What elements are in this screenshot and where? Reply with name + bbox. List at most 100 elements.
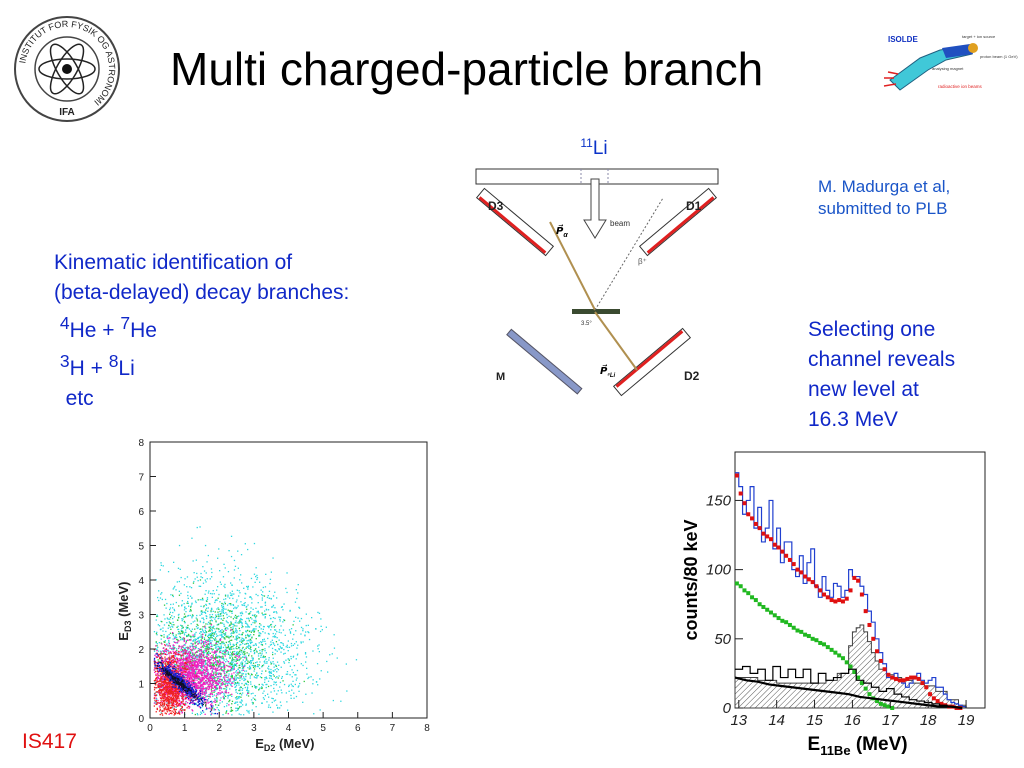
scatter-point — [215, 620, 217, 622]
scatter-point — [230, 668, 233, 670]
scatter-point — [206, 676, 208, 678]
scatter-point — [268, 626, 270, 629]
scatter-point — [180, 639, 182, 641]
scatter-point — [226, 621, 228, 623]
scatter-point — [235, 684, 238, 687]
scatter-point — [248, 636, 250, 638]
scatter-point — [267, 595, 269, 597]
scatter-point — [182, 702, 185, 704]
scatter-point — [229, 635, 231, 638]
scatter-point — [274, 591, 276, 593]
scatter-point — [182, 697, 184, 699]
scatter-point — [167, 635, 169, 637]
scatter-point — [177, 567, 180, 569]
scatter-point — [235, 670, 238, 672]
scatter-point — [280, 632, 282, 634]
scatter-point — [187, 602, 189, 604]
scatter-point — [241, 637, 243, 639]
scatter-point — [181, 645, 183, 647]
scatter-point — [207, 654, 209, 656]
scatter-point — [252, 614, 254, 616]
scatter-point — [191, 614, 194, 616]
scatter-point — [225, 641, 227, 644]
scatter-point — [222, 653, 224, 655]
scatter-point — [168, 659, 171, 662]
scatter-point — [180, 671, 182, 673]
scatter-point — [280, 647, 283, 650]
scatter-point — [231, 676, 233, 678]
scatter-point — [222, 641, 224, 643]
scatter-point — [273, 675, 275, 677]
scatter-point — [170, 660, 172, 662]
scatter-point — [257, 674, 259, 677]
scatter-point — [275, 681, 277, 683]
scatter-point — [262, 614, 264, 616]
scatter-point — [238, 659, 240, 661]
scatter-point — [224, 567, 226, 569]
scatter-point — [209, 634, 211, 636]
scatter-point — [212, 681, 214, 684]
scatter-point — [254, 695, 256, 697]
scatter-point — [181, 697, 183, 700]
scatter-point — [194, 680, 196, 682]
scatter-point — [195, 625, 198, 628]
scatter-point — [218, 548, 220, 550]
scatter-point — [238, 595, 240, 597]
scatter-point — [208, 662, 211, 664]
scatter-point — [188, 672, 191, 674]
scatter-point — [188, 686, 190, 688]
scatter-point — [239, 706, 241, 708]
scatter-point — [207, 648, 209, 651]
scatter-point — [185, 703, 187, 705]
scatter-point — [264, 648, 266, 650]
scatter-point — [281, 606, 283, 608]
scatter-point — [194, 638, 196, 640]
scatter-point — [250, 639, 252, 642]
scatter-point — [296, 654, 299, 656]
scatter-point — [176, 691, 178, 693]
scatter-point — [279, 686, 281, 688]
scatter-point — [194, 695, 197, 697]
scatter-point — [273, 670, 275, 672]
scatter-point — [183, 637, 185, 639]
scatter-point — [231, 677, 233, 680]
scatter-point — [175, 671, 178, 674]
scatter-point — [174, 659, 176, 661]
scatter-point — [168, 637, 170, 639]
scatter-point — [200, 639, 202, 642]
scatter-point — [225, 646, 227, 648]
scatter-point — [243, 665, 245, 668]
scatter-point — [193, 639, 195, 641]
scatter-point — [216, 589, 218, 591]
scatter-point — [198, 658, 200, 661]
scatter-point — [276, 661, 279, 663]
scatter-point — [272, 595, 275, 597]
scatter-point — [170, 704, 172, 706]
scatter-point — [223, 608, 225, 610]
scatter-point — [206, 662, 208, 664]
scatter-point — [248, 630, 251, 633]
detector-d1: D1 — [686, 199, 702, 213]
scatter-point — [294, 683, 296, 686]
scatter-point — [155, 711, 157, 713]
scatter-point — [167, 685, 170, 687]
scatter-point — [228, 648, 231, 650]
scatter-point — [160, 642, 162, 644]
scatter-point — [243, 676, 245, 678]
scatter-point — [265, 658, 267, 660]
scatter-point — [224, 594, 227, 596]
scatter-point — [268, 625, 270, 628]
scatter-point — [228, 653, 230, 655]
scatter-point — [240, 686, 242, 689]
scatter-point — [207, 621, 210, 623]
scatter-point — [239, 619, 241, 621]
scatter-point — [205, 703, 207, 705]
scatter-point — [244, 648, 246, 651]
scatter-point — [210, 628, 212, 630]
scatter-point — [184, 622, 186, 624]
scatter-point — [170, 707, 172, 709]
scatter-point — [201, 641, 203, 644]
scatter-point — [224, 688, 226, 690]
scatter-point — [220, 618, 223, 620]
scatter-point — [227, 694, 229, 697]
